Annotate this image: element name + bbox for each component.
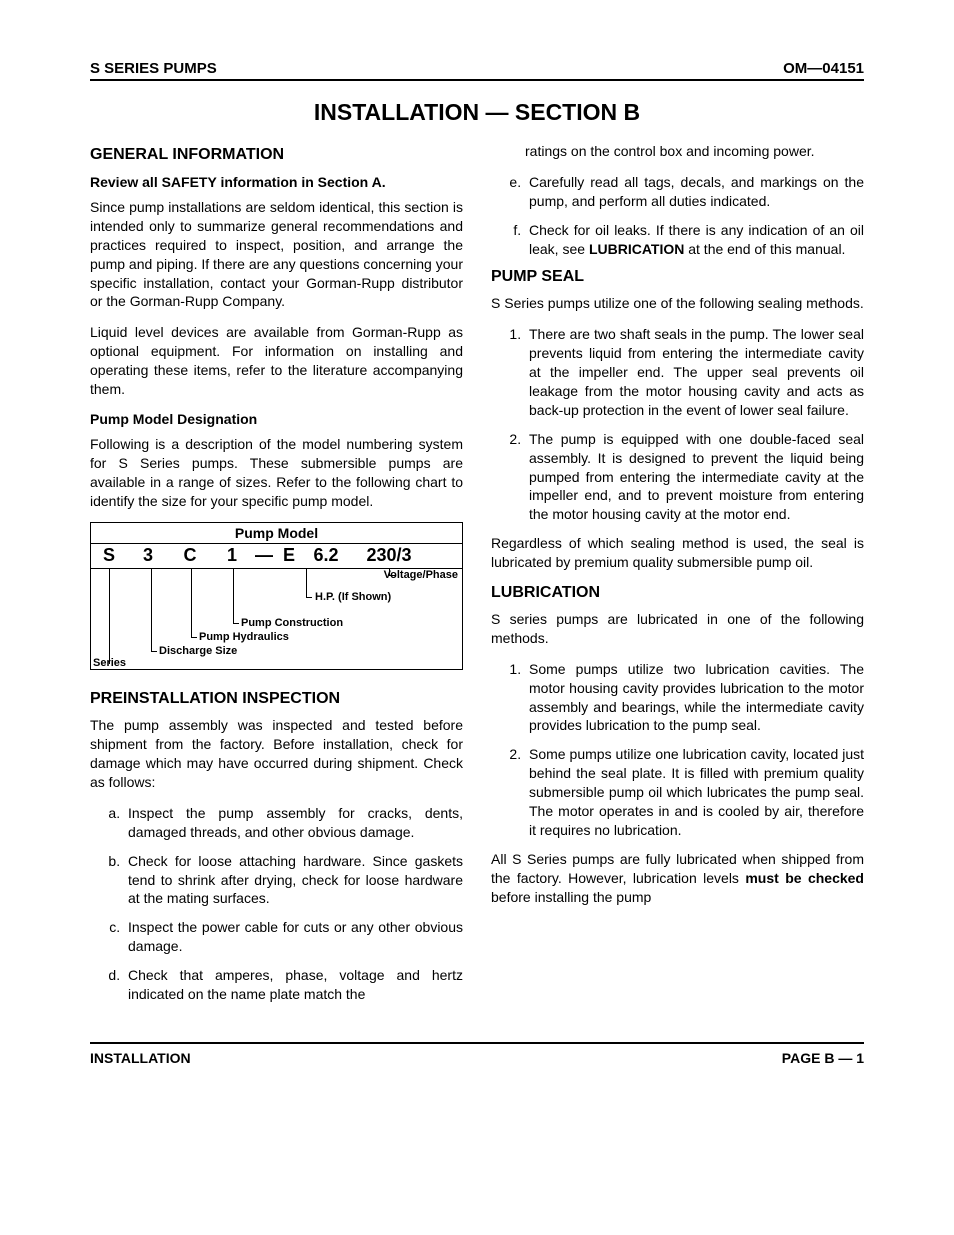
content-columns: GENERAL INFORMATION Review all SAFETY in…: [90, 138, 864, 1014]
header-left: S SERIES PUMPS: [90, 60, 217, 77]
footer-rule: [90, 1042, 864, 1044]
footer-right: PAGE B — 1: [782, 1050, 864, 1066]
para-seal-1: S Series pumps utilize one of the follow…: [491, 294, 864, 313]
chart-label-hydraulics: Pump Hydraulics: [199, 631, 289, 643]
lub-list: Some pumps utilize two lubrication cavit…: [491, 660, 864, 840]
preinst-item-a: Inspect the pump assembly for cracks, de…: [124, 804, 463, 842]
lub-p2-after: before installing the pump: [491, 889, 651, 905]
chart-segment: 1: [211, 544, 253, 568]
chart-tick: [191, 637, 197, 638]
main-title: INSTALLATION — SECTION B: [90, 99, 864, 126]
chart-label-series: Series: [93, 657, 126, 669]
preinst-list-cont: Carefully read all tags, decals, and mar…: [491, 173, 864, 259]
chart-code-row: S3C1—E6.2230/3: [91, 544, 462, 569]
chart-tick: [191, 569, 192, 637]
heading-general-info: GENERAL INFORMATION: [90, 146, 463, 164]
chart-title: Pump Model: [91, 523, 462, 544]
footer-left: INSTALLATION: [90, 1050, 191, 1066]
item-f-bold: LUBRICATION: [589, 241, 684, 257]
chart-segment: E: [275, 544, 303, 568]
chart-segment: 6.2: [303, 544, 349, 568]
chart-label-hp: H.P. (If Shown): [315, 591, 391, 603]
left-column: GENERAL INFORMATION Review all SAFETY in…: [90, 138, 463, 1014]
chart-label-voltage: Voltage/Phase: [384, 569, 458, 581]
chart-segment: —: [253, 544, 275, 568]
preinst-item-c: Inspect the power cable for cuts or any …: [124, 918, 463, 956]
para-general-1: Since pump installations are seldom iden…: [90, 198, 463, 311]
chart-tick: [151, 651, 157, 652]
chart-segment: 3: [127, 544, 169, 568]
para-general-2: Liquid level devices are available from …: [90, 323, 463, 399]
page-footer: INSTALLATION PAGE B — 1: [90, 1050, 864, 1066]
chart-segment: S: [91, 544, 127, 568]
preinst-item-d: Check that amperes, phase, voltage and h…: [124, 966, 463, 1004]
pump-model-chart: Pump Model S3C1—E6.2230/3: [90, 522, 463, 670]
heading-preinstallation: PREINSTALLATION INSPECTION: [90, 690, 463, 708]
page-header: S SERIES PUMPS OM—04151: [90, 60, 864, 81]
lub-item-1: Some pumps utilize two lubrication cavit…: [525, 660, 864, 736]
para-seal-2: Regardless of which sealing method is us…: [491, 534, 864, 572]
chart-label-discharge: Discharge Size: [159, 645, 237, 657]
chart-tick: [233, 569, 234, 623]
seal-item-2: The pump is equipped with one double-fac…: [525, 430, 864, 524]
chart-tick: [306, 569, 307, 597]
para-preinst: The pump assembly was inspected and test…: [90, 716, 463, 792]
para-lub-1: S series pumps are lubricated in one of …: [491, 610, 864, 648]
lub-p2-bold: must be checked: [745, 870, 864, 886]
chart-segment: C: [169, 544, 211, 568]
chart-segment: 230/3: [349, 544, 429, 568]
chart-tick: [151, 569, 152, 651]
right-column: ratings on the control box and incoming …: [491, 138, 864, 1014]
chart-tick: [109, 569, 110, 664]
para-lub-2: All S Series pumps are fully lubricated …: [491, 850, 864, 907]
preinst-item-e: Carefully read all tags, decals, and mar…: [525, 173, 864, 211]
heading-review-safety: Review all SAFETY information in Section…: [90, 174, 463, 190]
heading-lubrication: LUBRICATION: [491, 584, 864, 602]
para-pmd: Following is a description of the model …: [90, 435, 463, 511]
preinst-item-d-cont: ratings on the control box and incoming …: [491, 142, 864, 161]
seal-list: There are two shaft seals in the pump. T…: [491, 325, 864, 524]
seal-item-1: There are two shaft seals in the pump. T…: [525, 325, 864, 419]
document-page: S SERIES PUMPS OM—04151 INSTALLATION — S…: [0, 0, 954, 1106]
lub-item-2: Some pumps utilize one lubrication cavit…: [525, 745, 864, 839]
chart-body: Voltage/Phase H.P. (If Shown) Pump Const…: [91, 569, 462, 669]
preinst-item-f: Check for oil leaks. If there is any ind…: [525, 221, 864, 259]
header-right: OM—04151: [783, 60, 864, 77]
chart-tick: [306, 597, 312, 598]
heading-pump-model-designation: Pump Model Designation: [90, 411, 463, 427]
preinst-item-b: Check for loose attaching hardware. Sinc…: [124, 852, 463, 909]
preinst-list: Inspect the pump assembly for cracks, de…: [90, 804, 463, 1004]
item-f-after: at the end of this manual.: [684, 241, 845, 257]
chart-tick: [233, 623, 239, 624]
heading-pump-seal: PUMP SEAL: [491, 268, 864, 286]
chart-label-construct: Pump Construction: [241, 617, 343, 629]
